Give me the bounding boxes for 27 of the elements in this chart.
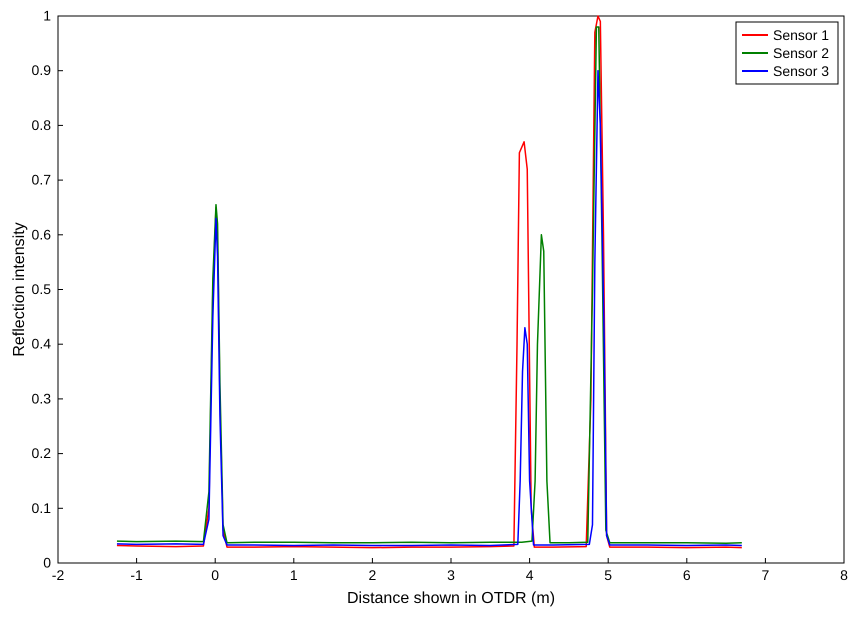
- x-tick-label: 7: [762, 566, 770, 583]
- y-axis-title: Reflection intensity: [11, 222, 28, 357]
- y-tick-label: 1: [43, 7, 52, 24]
- legend-label: Sensor 3: [773, 63, 830, 79]
- legend-label: Sensor 1: [773, 27, 830, 43]
- y-tick-label: 0.4: [32, 336, 52, 352]
- x-tick-label: 0: [211, 566, 220, 583]
- x-tick-label: -1: [130, 566, 144, 583]
- y-tick-label: 0.5: [32, 280, 52, 297]
- x-tick-label: 3: [447, 566, 456, 583]
- x-tick-label: 6: [682, 566, 691, 583]
- y-tick-label: 0.8: [32, 116, 52, 133]
- x-tick-label: -2: [52, 566, 64, 583]
- y-tick-label: 0.3: [32, 390, 52, 406]
- y-tick-label: 0.2: [32, 445, 52, 462]
- y-tick-label: 0.1: [32, 500, 52, 516]
- y-tick-label: 0.6: [32, 226, 52, 242]
- x-tick-label: 1: [290, 566, 298, 583]
- y-tick-label: 0.9: [32, 62, 52, 78]
- x-tick-label: 8: [840, 566, 848, 583]
- x-tick-label: 4: [526, 566, 534, 583]
- legend-label: Sensor 2: [773, 45, 830, 61]
- x-tick-label: 2: [368, 566, 376, 583]
- y-tick-label: 0: [43, 554, 52, 570]
- y-tick-label: 0.7: [32, 172, 52, 188]
- x-axis-title: Distance shown in OTDR (m): [346, 590, 556, 607]
- x-tick-label: 5: [604, 566, 612, 583]
